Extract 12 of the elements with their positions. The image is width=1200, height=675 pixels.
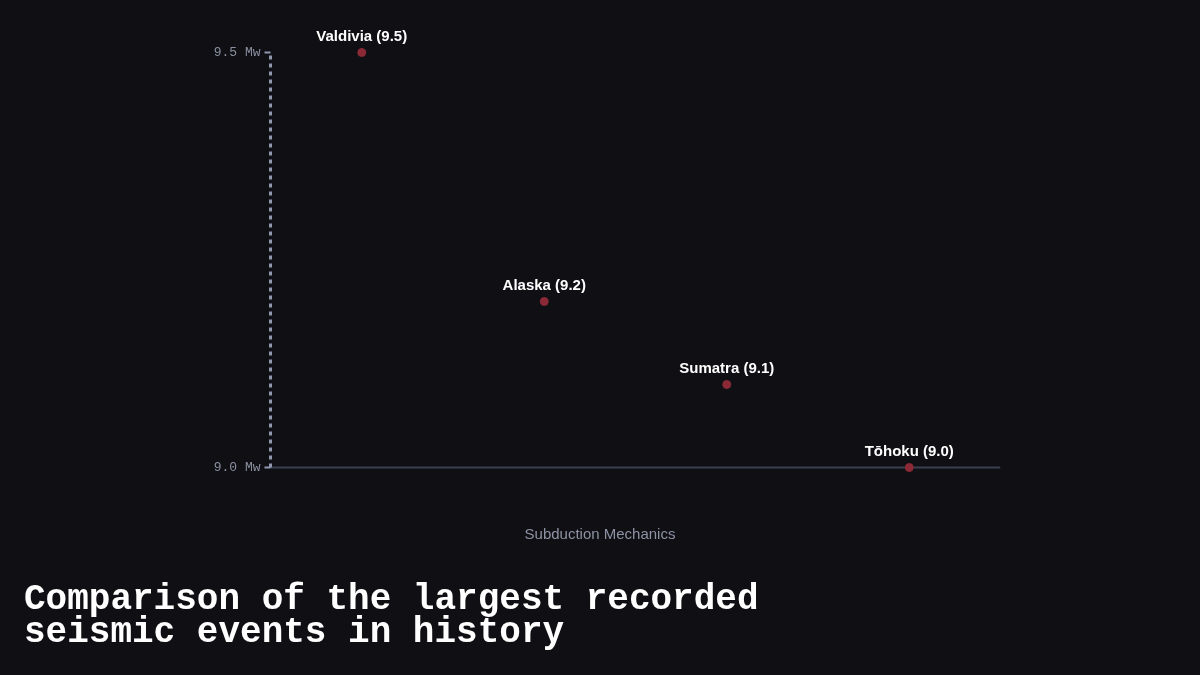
point — [722, 380, 732, 389]
point — [357, 48, 367, 57]
text: Subduction Mechanics — [523, 525, 677, 543]
text: Comparison of the largest recorded seismic events in history — [24, 579, 760, 653]
data-label: Tōhoku (9.0) — [864, 441, 954, 459]
data-label: Valdivia (9.5) — [316, 26, 408, 44]
data-label: Alaska (9.2) — [502, 275, 586, 293]
point — [904, 463, 914, 472]
y-tick-label: 9.0 Mw — [213, 460, 261, 475]
point — [539, 297, 549, 306]
y-tick-label: 9.5 Mw — [213, 45, 261, 60]
data-label: Sumatra (9.1) — [679, 358, 775, 376]
